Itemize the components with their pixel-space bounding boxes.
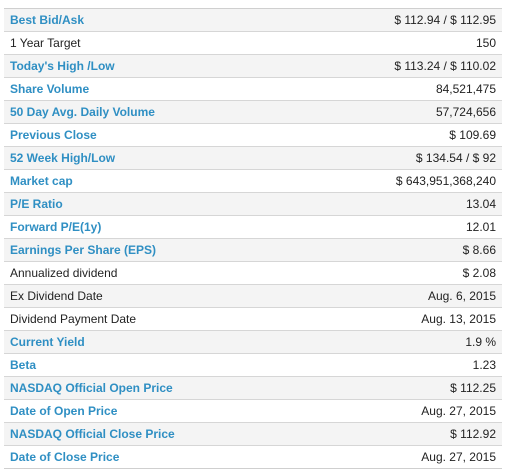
previous-close-value: $ 109.69 [307,123,502,147]
annualized-dividend-label: Annualized dividend [4,261,308,285]
table-row-official-open-price: NASDAQ Official Open Price $ 112.25 [4,376,502,400]
forward-pe-value: 12.01 [307,215,502,239]
share-volume-value: 84,521,475 [307,77,502,101]
table-row-50-day-avg-volume: 50 Day Avg. Daily Volume 57,724,656 [4,100,502,124]
pe-ratio-link[interactable]: P/E Ratio [4,192,308,216]
table-row-1-year-target: 1 Year Target 150 [4,31,502,55]
50-day-avg-volume-value: 57,724,656 [307,100,502,124]
share-volume-link[interactable]: Share Volume [4,77,308,101]
market-cap-link[interactable]: Market cap [4,169,308,193]
table-row-beta: Beta 1.23 [4,353,502,377]
annualized-dividend-value: $ 2.08 [307,261,502,285]
dividend-payment-date-label: Dividend Payment Date [4,307,308,331]
table-row-forward-pe: Forward P/E(1y) 12.01 [4,215,502,239]
table-row-ex-dividend-date: Ex Dividend Date Aug. 6, 2015 [4,284,502,308]
forward-pe-link[interactable]: Forward P/E(1y) [4,215,308,239]
eps-value: $ 8.66 [307,238,502,262]
official-close-price-link[interactable]: NASDAQ Official Close Price [4,422,308,446]
quote-summary-table: Best Bid/Ask $ 112.94 / $ 112.95 1 Year … [4,8,502,469]
beta-value: 1.23 [307,353,502,377]
todays-high-low-link[interactable]: Today's High /Low [4,54,308,78]
table-row-dividend-payment-date: Dividend Payment Date Aug. 13, 2015 [4,307,502,331]
eps-link[interactable]: Earnings Per Share (EPS) [4,238,308,262]
official-close-price-value: $ 112.92 [307,422,502,446]
52-week-high-low-link[interactable]: 52 Week High/Low [4,146,308,170]
todays-high-low-value: $ 113.24 / $ 110.02 [307,54,502,78]
table-row-previous-close: Previous Close $ 109.69 [4,123,502,147]
table-row-market-cap: Market cap $ 643,951,368,240 [4,169,502,193]
best-bid-ask-link[interactable]: Best Bid/Ask [4,8,308,32]
ex-dividend-date-label: Ex Dividend Date [4,284,308,308]
official-open-price-link[interactable]: NASDAQ Official Open Price [4,376,308,400]
current-yield-value: 1.9 % [307,330,502,354]
table-row-todays-high-low: Today's High /Low $ 113.24 / $ 110.02 [4,54,502,78]
previous-close-link[interactable]: Previous Close [4,123,308,147]
dividend-payment-date-value: Aug. 13, 2015 [307,307,502,331]
table-row-date-of-open-price: Date of Open Price Aug. 27, 2015 [4,399,502,423]
official-open-price-value: $ 112.25 [307,376,502,400]
1-year-target-value: 150 [307,31,502,55]
table-row-eps: Earnings Per Share (EPS) $ 8.66 [4,238,502,262]
table-row-share-volume: Share Volume 84,521,475 [4,77,502,101]
table-row-pe-ratio: P/E Ratio 13.04 [4,192,502,216]
best-bid-ask-value: $ 112.94 / $ 112.95 [307,8,502,32]
pe-ratio-value: 13.04 [307,192,502,216]
table-row-best-bid-ask: Best Bid/Ask $ 112.94 / $ 112.95 [4,8,502,32]
table-row-52-week-high-low: 52 Week High/Low $ 134.54 / $ 92 [4,146,502,170]
50-day-avg-volume-link[interactable]: 50 Day Avg. Daily Volume [4,100,308,124]
ex-dividend-date-value: Aug. 6, 2015 [307,284,502,308]
52-week-high-low-value: $ 134.54 / $ 92 [307,146,502,170]
table-row-official-close-price: NASDAQ Official Close Price $ 112.92 [4,422,502,446]
date-of-close-price-value: Aug. 27, 2015 [307,445,502,469]
table-row-current-yield: Current Yield 1.9 % [4,330,502,354]
1-year-target-label: 1 Year Target [4,31,308,55]
market-cap-value: $ 643,951,368,240 [307,169,502,193]
beta-link[interactable]: Beta [4,353,308,377]
table-row-annualized-dividend: Annualized dividend $ 2.08 [4,261,502,285]
table-row-date-of-close-price: Date of Close Price Aug. 27, 2015 [4,445,502,469]
date-of-close-price-link[interactable]: Date of Close Price [4,445,308,469]
date-of-open-price-value: Aug. 27, 2015 [307,399,502,423]
current-yield-link[interactable]: Current Yield [4,330,308,354]
date-of-open-price-link[interactable]: Date of Open Price [4,399,308,423]
